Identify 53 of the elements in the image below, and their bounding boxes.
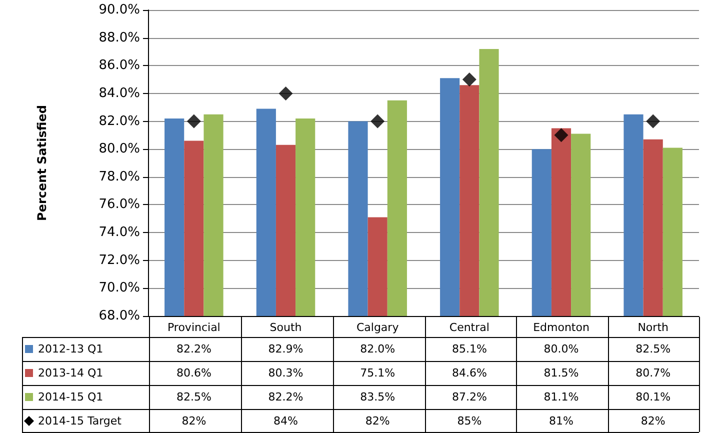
y-tick-label: 88.0% xyxy=(98,30,140,46)
y-tick-label: 74.0% xyxy=(98,225,140,240)
data-label: 81% xyxy=(549,414,574,428)
y-tick-label: 80.0% xyxy=(98,142,140,157)
y-tick-label: 84.0% xyxy=(98,86,140,101)
data-label: 81.5% xyxy=(544,366,579,380)
data-label: 82.9% xyxy=(268,342,304,356)
data-label: 82.5% xyxy=(636,342,671,356)
data-label: 82.0% xyxy=(360,342,396,356)
data-label: 75.1% xyxy=(360,366,396,380)
legend-label: 2012-13 Q1 xyxy=(38,342,104,356)
data-label: 82% xyxy=(640,414,666,428)
data-label: 82% xyxy=(182,414,206,428)
legend-label: 2014-15 Target xyxy=(38,414,122,428)
x-tick-label: South xyxy=(270,321,302,334)
y-axis-title: Percent Satisfied xyxy=(35,105,49,221)
point xyxy=(186,114,201,128)
y-tick-label: 72.0% xyxy=(98,252,140,268)
data-label: 84.6% xyxy=(452,366,487,380)
data-label: 85.1% xyxy=(452,342,487,356)
data-label: 87.2% xyxy=(452,390,487,404)
data-label: 80.7% xyxy=(636,366,671,380)
data-label: 81.1% xyxy=(544,390,579,404)
point xyxy=(462,72,476,87)
x-tick-label: Central xyxy=(449,321,490,334)
x-tick-label: North xyxy=(638,321,668,334)
data-label: 80.3% xyxy=(268,366,304,380)
x-tick-label: Calgary xyxy=(356,321,400,334)
data-label: 82.5% xyxy=(176,390,212,404)
x-tick-label: Edmonton xyxy=(533,321,590,334)
data-label: 82.2% xyxy=(268,390,304,404)
legend-label: 2013-14 Q1 xyxy=(38,366,104,380)
legend-label: 2014-15 Q1 xyxy=(38,390,104,404)
y-tick-label: 86.0% xyxy=(98,58,140,74)
point xyxy=(646,114,660,128)
y-tick-label: 78.0% xyxy=(98,169,140,184)
y-tick-label: 68.0% xyxy=(98,308,140,324)
y-tick-label: 70.0% xyxy=(98,280,140,296)
y-tick-label: 82.0% xyxy=(98,114,140,129)
data-label: 80.0% xyxy=(544,342,579,356)
x-tick-label: Provincial xyxy=(167,321,220,334)
data-label: 83.5% xyxy=(360,390,396,404)
data-label: 84% xyxy=(274,414,298,428)
data-label: 80.1% xyxy=(636,390,671,404)
data-label: 85% xyxy=(457,414,482,428)
y-tick-label: 76.0% xyxy=(98,197,140,212)
data-label: 82.2% xyxy=(176,342,212,356)
y-tick-label: 90.0% xyxy=(98,2,140,18)
point xyxy=(370,114,385,128)
point xyxy=(554,128,568,142)
data-label: 80.6% xyxy=(176,366,212,380)
data-label: 82% xyxy=(365,414,390,428)
point xyxy=(278,86,293,100)
